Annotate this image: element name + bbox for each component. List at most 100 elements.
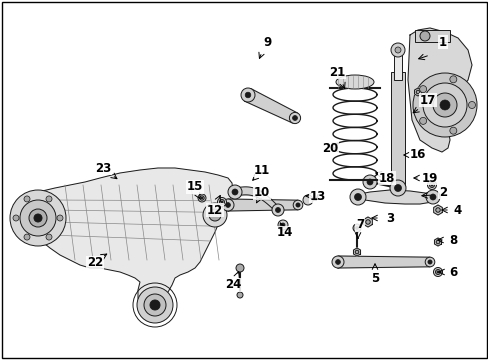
Circle shape (150, 300, 160, 310)
Circle shape (352, 224, 360, 232)
Polygon shape (363, 217, 371, 227)
Circle shape (236, 264, 244, 272)
Text: 22: 22 (87, 256, 103, 270)
Polygon shape (227, 199, 297, 211)
Circle shape (221, 201, 223, 203)
Ellipse shape (335, 75, 373, 89)
Circle shape (365, 220, 369, 224)
Circle shape (281, 223, 285, 227)
Circle shape (237, 292, 243, 298)
Circle shape (362, 175, 376, 189)
Circle shape (34, 214, 42, 222)
Circle shape (295, 203, 300, 207)
Circle shape (355, 226, 358, 230)
Circle shape (433, 267, 442, 276)
Circle shape (449, 76, 456, 83)
Circle shape (354, 250, 358, 254)
Text: 23: 23 (95, 162, 111, 175)
Text: 3: 3 (385, 211, 393, 225)
Circle shape (289, 112, 300, 123)
Text: 1: 1 (438, 36, 446, 49)
Circle shape (394, 184, 401, 192)
Circle shape (271, 204, 284, 216)
Circle shape (293, 200, 302, 210)
Polygon shape (354, 190, 434, 204)
Circle shape (430, 184, 432, 186)
Text: 9: 9 (264, 36, 271, 49)
Circle shape (208, 209, 221, 221)
Circle shape (225, 203, 230, 207)
Circle shape (13, 215, 19, 221)
Text: 18: 18 (378, 171, 394, 184)
Bar (393, 52, 401, 80)
Circle shape (390, 43, 404, 57)
Circle shape (219, 199, 224, 204)
Circle shape (24, 196, 30, 202)
Circle shape (57, 215, 63, 221)
Circle shape (303, 195, 312, 205)
Circle shape (137, 287, 173, 323)
Polygon shape (244, 89, 297, 123)
Circle shape (331, 256, 343, 268)
Circle shape (335, 260, 340, 264)
Circle shape (419, 31, 429, 41)
Polygon shape (353, 248, 360, 256)
Circle shape (354, 194, 361, 201)
Circle shape (425, 190, 439, 204)
Circle shape (412, 73, 476, 137)
Circle shape (46, 196, 52, 202)
Circle shape (432, 93, 456, 117)
Text: 4: 4 (453, 203, 461, 216)
Text: 21: 21 (328, 66, 345, 78)
Circle shape (435, 270, 440, 274)
Text: 24: 24 (224, 279, 241, 292)
Text: 14: 14 (276, 226, 293, 239)
Circle shape (349, 189, 365, 205)
Circle shape (389, 180, 405, 196)
Circle shape (278, 220, 287, 230)
Circle shape (222, 199, 234, 211)
Circle shape (468, 102, 474, 108)
Bar (390, 72, 404, 188)
Text: 20: 20 (321, 141, 337, 154)
Circle shape (427, 260, 431, 264)
Text: 7: 7 (355, 219, 364, 231)
Text: 5: 5 (370, 271, 378, 284)
Circle shape (244, 92, 250, 98)
Polygon shape (337, 256, 429, 268)
Text: 8: 8 (448, 234, 456, 247)
Circle shape (200, 196, 204, 200)
Text: 11: 11 (253, 163, 269, 176)
Circle shape (231, 189, 238, 195)
Circle shape (366, 179, 372, 185)
Polygon shape (433, 205, 442, 215)
Circle shape (241, 88, 254, 102)
Text: 13: 13 (309, 189, 325, 202)
Circle shape (419, 86, 426, 93)
Text: 17: 17 (419, 94, 435, 107)
Polygon shape (22, 168, 232, 312)
Circle shape (201, 197, 203, 199)
Circle shape (427, 180, 436, 189)
Circle shape (20, 200, 56, 236)
Circle shape (449, 127, 456, 134)
Circle shape (435, 240, 439, 244)
Text: 19: 19 (421, 171, 437, 184)
Circle shape (143, 294, 165, 316)
Polygon shape (407, 28, 471, 152)
Text: 16: 16 (409, 148, 426, 162)
Circle shape (425, 257, 434, 267)
Circle shape (394, 47, 400, 53)
Circle shape (435, 208, 439, 212)
Circle shape (415, 90, 419, 94)
Circle shape (46, 234, 52, 240)
Circle shape (198, 194, 205, 202)
Circle shape (275, 207, 280, 212)
Circle shape (10, 190, 66, 246)
Circle shape (436, 271, 438, 273)
Circle shape (422, 83, 466, 127)
Circle shape (203, 203, 226, 227)
Circle shape (428, 183, 433, 188)
Text: 10: 10 (253, 186, 269, 199)
Polygon shape (434, 238, 441, 246)
